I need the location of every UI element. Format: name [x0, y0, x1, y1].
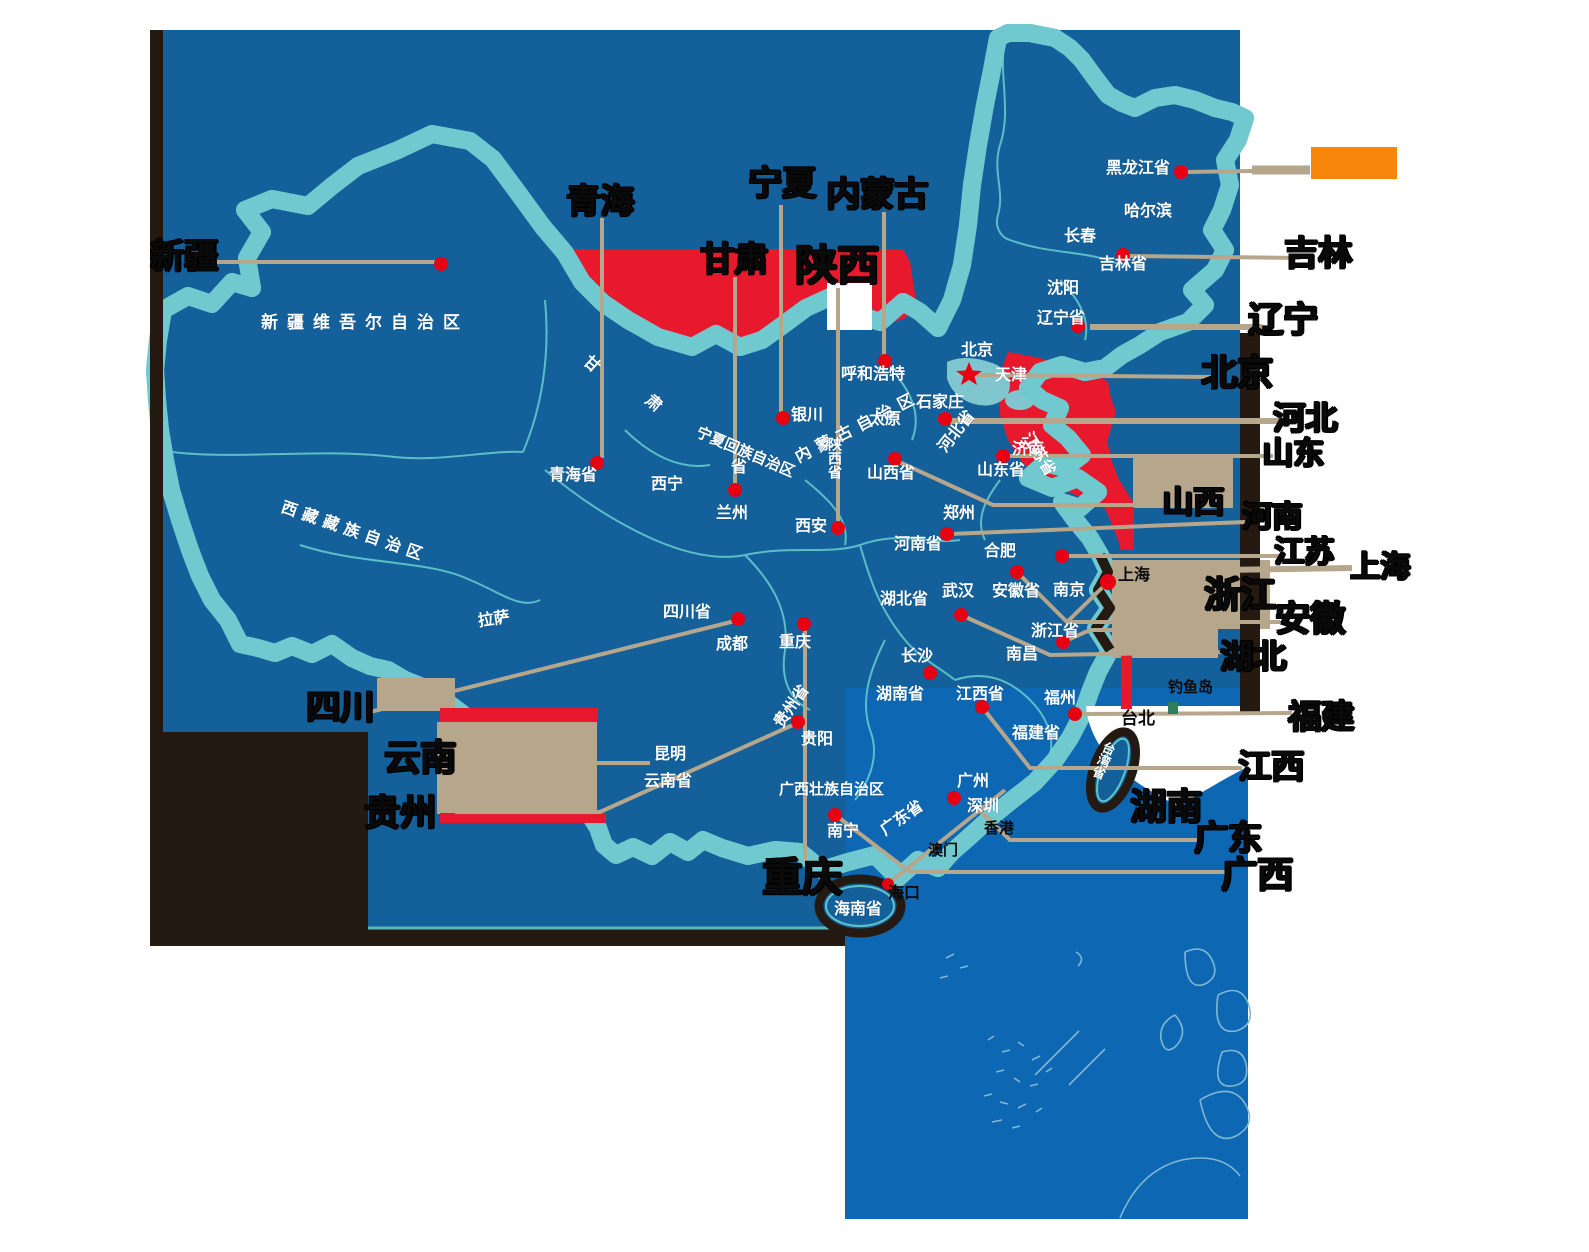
- edge-label-chongqing[interactable]: 重庆: [762, 856, 842, 900]
- edge-label-zhejiang[interactable]: 浙江: [1204, 574, 1277, 615]
- diaoyu-dot-icon: [1168, 702, 1178, 714]
- black-corner-block: [150, 732, 368, 945]
- edge-label-shanxi[interactable]: 山西: [1162, 485, 1224, 520]
- guangxi-region-label: 广西壮族自治区: [779, 781, 885, 798]
- anhui-prov-label: 安徽省: [992, 583, 1041, 600]
- kunming-label: 昆明: [654, 746, 687, 763]
- shanxi-prov-label: 山西省: [867, 465, 916, 482]
- changchun-label: 长春: [1064, 228, 1097, 245]
- hefei-label: 合肥: [984, 543, 1017, 560]
- wuhan-label: 武汉: [942, 583, 975, 600]
- edge-label-guizhou[interactable]: 贵州: [364, 792, 437, 833]
- xinjiang-region-label: 新疆维吾尔自治区: [261, 313, 469, 332]
- guangzhou-label: 广州: [957, 773, 990, 790]
- map-frame-bars: [150, 30, 1260, 946]
- xianggang-label: 香港: [984, 820, 1015, 837]
- edge-label-shaanxi[interactable]: 陕西: [795, 242, 880, 289]
- yunnan-prov-label: 云南省: [644, 773, 693, 790]
- chongqing-city-label: 重庆: [779, 634, 812, 651]
- edge-label-gansu[interactable]: 甘肃: [700, 241, 768, 279]
- shenyang-label: 沈阳: [1047, 280, 1080, 297]
- haikou-label: 海口: [888, 885, 921, 902]
- haerbin-label: 哈尔滨: [1124, 203, 1173, 220]
- hainan-prov-label: 海南省: [834, 901, 883, 918]
- hainan-island[interactable]: [814, 874, 906, 938]
- shijiazhuang-label: 石家庄: [916, 394, 965, 411]
- taiyuan-label: 太原: [869, 411, 902, 428]
- red-strip-strait: [1121, 655, 1132, 709]
- edge-label-neimenggu[interactable]: 内蒙古: [826, 176, 928, 214]
- edge-label-fujian[interactable]: 福建: [1288, 698, 1354, 735]
- shanghai-map-label: 上海: [1118, 567, 1151, 584]
- edge-label-qinghai[interactable]: 青海: [566, 183, 634, 221]
- yinchuan-label: 银川: [791, 407, 824, 424]
- edge-label-liaoning[interactable]: 辽宁: [1248, 301, 1319, 340]
- hubei-prov-label: 湖北省: [880, 591, 929, 608]
- edge-label-xinjiang[interactable]: 新疆: [150, 238, 218, 276]
- fujian-prov-label: 福建省: [1012, 725, 1061, 742]
- huhehaote-label: 呼和浩特: [841, 366, 906, 383]
- city-dots[interactable]: [434, 165, 1188, 890]
- chengdu-label: 成都: [716, 636, 749, 653]
- aomen-label: 澳门: [928, 842, 959, 859]
- white-notch: [827, 283, 872, 330]
- shenzhen-label: 深圳: [967, 798, 1000, 815]
- edge-label-guangdong[interactable]: 广东: [1194, 820, 1262, 858]
- edge-label-beijing[interactable]: 北京: [1201, 352, 1274, 393]
- edge-label-hubei[interactable]: 湖北: [1220, 638, 1286, 675]
- edge-label-ningxia[interactable]: 宁夏: [748, 165, 816, 203]
- guiyang-label: 贵阳: [801, 731, 834, 748]
- beijing-star-icon[interactable]: [956, 362, 982, 385]
- beijing-label: 北京: [961, 342, 994, 359]
- edge-label-guangxi[interactable]: 广西: [1221, 854, 1294, 895]
- henan-prov-label: 河南省: [894, 536, 943, 553]
- lanzhou-label: 兰州: [716, 505, 749, 522]
- shaanxi-vert-label: 陕西省: [827, 437, 843, 479]
- gansu-char-sheng: 省: [731, 459, 748, 476]
- nanjing-label: 南京: [1053, 582, 1086, 599]
- jilin-prov-label: 吉林省: [1099, 256, 1148, 273]
- province-border-lines: [157, 37, 1121, 801]
- xining-label: 西宁: [651, 476, 684, 493]
- jinan-label: 济南: [1012, 441, 1045, 458]
- tianjin-label: 天津: [995, 367, 1028, 384]
- zhengzhou-label: 郑州: [943, 505, 976, 522]
- edge-label-jiangsu[interactable]: 江苏: [1274, 536, 1334, 569]
- edge-label-anhui[interactable]: 安徽: [1275, 600, 1346, 639]
- edge-label-hebei[interactable]: 河北: [1273, 400, 1338, 436]
- edge-label-shandong[interactable]: 山东: [1262, 436, 1324, 471]
- callout-lines: [205, 165, 1353, 886]
- hunan-prov-label: 湖南省: [876, 686, 925, 703]
- taibei-label: 台北: [1121, 709, 1155, 728]
- edge-label-henan[interactable]: 河南: [1242, 501, 1302, 534]
- heilongjiang-prov-label: 黑龙江省: [1106, 160, 1171, 177]
- shandong-prov-label: 山东省: [977, 462, 1026, 479]
- edge-label-jilin[interactable]: 吉林: [1284, 235, 1352, 273]
- nanchang-label: 南昌: [1006, 646, 1039, 663]
- zhejiang-prov-label: 浙江省: [1031, 623, 1080, 640]
- xian-label: 西安: [795, 518, 828, 535]
- heilongjiang-highlight-box[interactable]: [1311, 147, 1397, 179]
- inset-island-outlines: [939, 948, 1252, 1219]
- fuzhou-label: 福州: [1044, 690, 1077, 707]
- edge-label-hunan[interactable]: 湖南: [1130, 786, 1203, 827]
- qinghai-prov-label: 青海省: [549, 467, 598, 484]
- liaoning-prov-label: 辽宁省: [1037, 310, 1086, 327]
- edge-label-jiangxi[interactable]: 江西: [1238, 748, 1304, 785]
- edge-label-sichuan[interactable]: 四川: [306, 689, 374, 727]
- sichuan-prov-label: 四川省: [663, 604, 712, 621]
- edge-label-shanghai[interactable]: 上海: [1350, 551, 1410, 584]
- jiangxi-prov-label: 江西省: [956, 686, 1005, 703]
- nanning-label: 南宁: [827, 823, 860, 840]
- diaoyudao-label: 钓鱼岛: [1168, 679, 1214, 696]
- changsha-label: 长沙: [901, 648, 934, 665]
- edge-label-yunnan[interactable]: 云南: [384, 737, 457, 778]
